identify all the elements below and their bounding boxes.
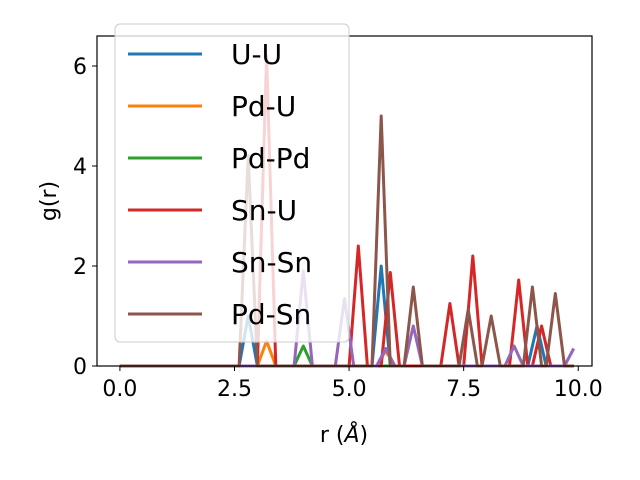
x-axis-label-close: ) bbox=[360, 423, 369, 448]
legend-label-pd-u: Pd-U bbox=[231, 90, 296, 123]
x-axis-label-text: r ( bbox=[320, 423, 345, 448]
y-tick-label: 0 bbox=[73, 355, 87, 380]
legend-label-sn-u: Sn-U bbox=[231, 194, 297, 227]
legend-label-sn-sn: Sn-Sn bbox=[231, 246, 312, 279]
legend-label-u-u: U-U bbox=[231, 38, 282, 71]
x-tick-label: 0.0 bbox=[102, 377, 137, 402]
x-tick-label: 2.5 bbox=[217, 377, 252, 402]
x-tick-label: 10.0 bbox=[554, 377, 603, 402]
y-tick-label: 2 bbox=[73, 255, 87, 280]
x-tick-label: 7.5 bbox=[446, 377, 481, 402]
legend-label-pd-pd: Pd-Pd bbox=[231, 142, 310, 175]
y-tick-label: 6 bbox=[73, 55, 87, 80]
x-tick-label: 5.0 bbox=[332, 377, 367, 402]
y-tick-label: 4 bbox=[73, 155, 87, 180]
y-axis: 0 2 4 6 bbox=[73, 55, 97, 380]
legend-box bbox=[114, 23, 350, 343]
x-axis-label-unit: Å bbox=[342, 421, 359, 448]
y-axis-label: g(r) bbox=[37, 181, 62, 221]
legend-label-pd-sn: Pd-Sn bbox=[231, 298, 311, 331]
x-axis: 0.0 2.5 5.0 7.5 10.0 bbox=[102, 366, 603, 402]
legend: U-U Pd-U Pd-Pd Sn-U Sn-Sn Pd-Sn bbox=[114, 23, 350, 343]
x-axis-label: r (Å) bbox=[320, 421, 368, 448]
